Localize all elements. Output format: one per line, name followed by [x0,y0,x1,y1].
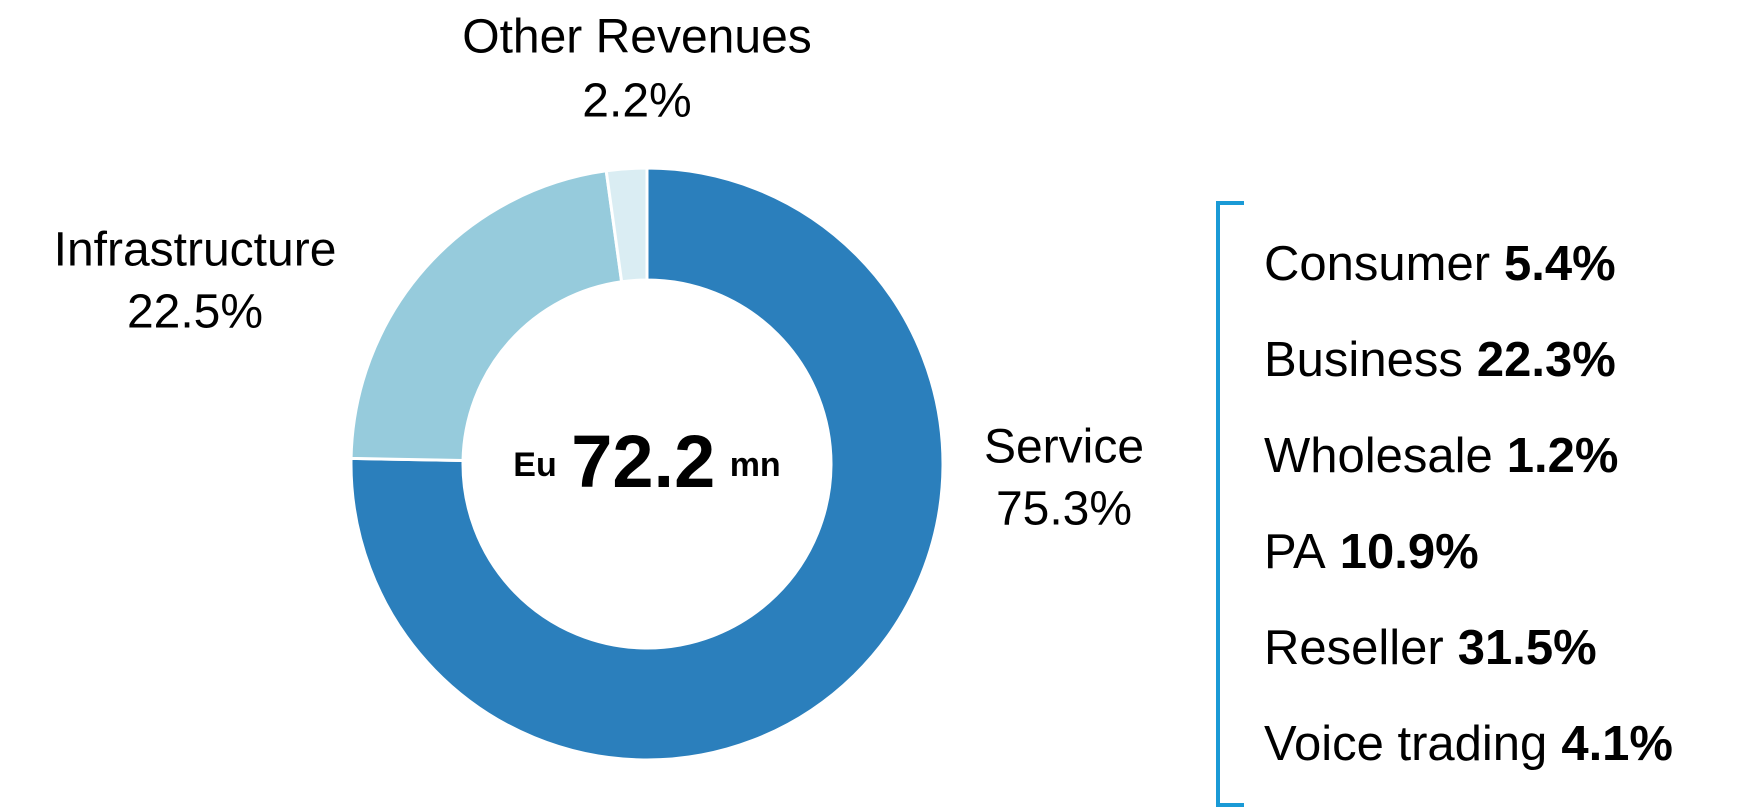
breakdown-value: 4.1% [1561,717,1673,771]
breakdown-name: Reseller [1264,621,1444,675]
breakdown-name: Wholesale [1264,429,1493,483]
slice-label: Infrastructure [54,224,337,277]
breakdown-value: 10.9% [1340,525,1479,579]
breakdown-item: Voice trading 4.1% [1264,717,1673,771]
breakdown-value: 5.4% [1504,237,1616,291]
center-value: 72.2 [571,420,715,503]
slice-value-label: 2.2% [582,75,691,128]
breakdown-value: 31.5% [1458,621,1597,675]
breakdown-item: Wholesale 1.2% [1264,429,1618,483]
slice-value-label: 75.3% [996,483,1132,536]
slice-value-label: 22.5% [127,286,263,339]
breakdown-item: Reseller 31.5% [1264,621,1597,675]
center-label: Eu 72.2 mn [513,420,780,503]
breakdown-name: Consumer [1264,237,1490,291]
breakdown-item: Business 22.3% [1264,333,1616,387]
breakdown-value: 22.3% [1477,333,1616,387]
breakdown-value: 1.2% [1507,429,1619,483]
center-unit: mn [730,446,781,484]
slice [349,166,945,762]
breakdown-item: Consumer 5.4% [1264,237,1616,291]
slice-label: Service [984,421,1144,474]
breakdown-name: Voice trading [1264,717,1547,771]
breakdown-name: Business [1264,333,1463,387]
slice [604,166,649,284]
slice-label: Other Revenues [462,11,812,64]
slice [349,169,624,463]
bracket [1216,201,1244,807]
breakdown-item: PA 10.9% [1264,525,1479,579]
breakdown-name: PA [1264,525,1326,579]
center-prefix: Eu [513,446,556,484]
